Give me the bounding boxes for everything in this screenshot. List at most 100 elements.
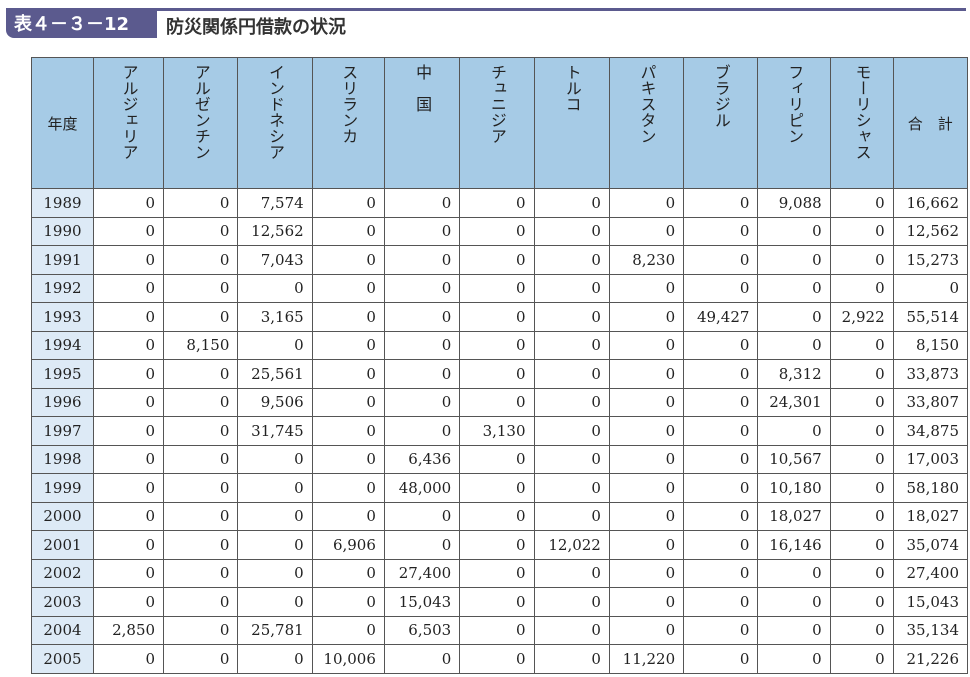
- table-row: 1994 0 8,150 0 0 0 0 0 0 0 0 0 8,150: [31, 330, 969, 360]
- amount-cell: 0: [311, 444, 385, 474]
- amount-cell: 0: [757, 330, 831, 360]
- amount-cell: 0: [608, 188, 685, 218]
- year-cell: 2004: [31, 615, 94, 645]
- amount-cell: 0: [92, 416, 165, 446]
- title-bar: 表４－３－12 防災関係円借款の状況: [6, 8, 966, 38]
- total-cell: 58,180: [892, 473, 969, 503]
- amount-cell: 8,230: [608, 245, 685, 275]
- amount-cell: 0: [163, 501, 239, 531]
- amount-cell: 0: [92, 216, 165, 246]
- amount-cell: 0: [92, 359, 165, 389]
- amount-cell: 9,088: [757, 188, 831, 218]
- amount-cell: 0: [92, 387, 165, 417]
- country-column-header: スリランカ: [311, 57, 385, 189]
- table-row: 1991 0 0 7,043 0 0 0 0 8,230 0 0 0 15,273: [31, 245, 969, 275]
- amount-cell: 0: [757, 615, 831, 645]
- total-cell: 12,562: [892, 216, 969, 246]
- amount-cell: 0: [757, 644, 831, 674]
- amount-cell: 6,503: [383, 615, 461, 645]
- total-cell: 35,074: [892, 530, 969, 560]
- amount-cell: 0: [533, 587, 610, 617]
- amount-cell: 0: [383, 188, 461, 218]
- amount-cell: 48,000: [383, 473, 461, 503]
- amount-cell: 0: [683, 245, 759, 275]
- amount-cell: 0: [459, 216, 535, 246]
- amount-cell: 0: [237, 330, 313, 360]
- amount-cell: 0: [92, 444, 165, 474]
- amount-cell: 0: [459, 188, 535, 218]
- amount-cell: 0: [459, 330, 535, 360]
- amount-cell: 0: [383, 530, 461, 560]
- amount-cell: 0: [383, 416, 461, 446]
- amount-cell: 0: [163, 587, 239, 617]
- amount-cell: 18,027: [757, 501, 831, 531]
- amount-cell: 6,436: [383, 444, 461, 474]
- total-cell: 27,400: [892, 558, 969, 588]
- amount-cell: 0: [683, 416, 759, 446]
- year-cell: 1989: [31, 188, 94, 218]
- amount-cell: 0: [459, 558, 535, 588]
- amount-cell: 0: [383, 387, 461, 417]
- amount-cell: 9,506: [237, 387, 313, 417]
- amount-cell: 0: [683, 558, 759, 588]
- amount-cell: 0: [383, 216, 461, 246]
- amount-cell: 0: [459, 273, 535, 303]
- total-cell: 18,027: [892, 501, 969, 531]
- amount-cell: 0: [829, 587, 894, 617]
- amount-cell: 0: [608, 558, 685, 588]
- total-cell: 34,875: [892, 416, 969, 446]
- amount-cell: 27,400: [383, 558, 461, 588]
- amount-cell: 11,220: [608, 644, 685, 674]
- country-header-label: アルゼンチン: [191, 64, 211, 160]
- country-column-header: インドネシア: [237, 57, 313, 189]
- amount-cell: 0: [237, 501, 313, 531]
- amount-cell: 0: [311, 359, 385, 389]
- country-header-label: パキスタン: [637, 64, 657, 144]
- country-column-header: フィリピン: [757, 57, 831, 189]
- amount-cell: 0: [829, 473, 894, 503]
- amount-cell: 0: [92, 330, 165, 360]
- amount-cell: 0: [533, 473, 610, 503]
- amount-cell: 0: [383, 302, 461, 332]
- table-body: 1989 0 0 7,574 0 0 0 0 0 0 9,088 0 16,662 1990 0 0 12,56…: [31, 188, 969, 674]
- amount-cell: 0: [829, 558, 894, 588]
- country-header-label: フィリピン: [785, 64, 805, 144]
- amount-cell: 7,043: [237, 245, 313, 275]
- amount-cell: 16,146: [757, 530, 831, 560]
- amount-cell: 0: [533, 188, 610, 218]
- amount-cell: 0: [237, 444, 313, 474]
- table-row: 2001 0 0 0 6,906 0 0 12,022 0 0 16,146 0 35,074: [31, 530, 969, 560]
- total-column-header: 合 計: [892, 57, 969, 189]
- country-header-label: ブラジル: [711, 64, 731, 128]
- amount-cell: 0: [311, 216, 385, 246]
- amount-cell: 0: [829, 216, 894, 246]
- country-header-label: インドネシア: [266, 64, 286, 160]
- year-cell: 1996: [31, 387, 94, 417]
- total-cell: 33,807: [892, 387, 969, 417]
- year-cell: 1999: [31, 473, 94, 503]
- amount-cell: 0: [92, 587, 165, 617]
- year-cell: 1992: [31, 273, 94, 303]
- amount-cell: 0: [92, 273, 165, 303]
- amount-cell: 0: [237, 530, 313, 560]
- amount-cell: 0: [459, 501, 535, 531]
- amount-cell: 0: [683, 216, 759, 246]
- amount-cell: 0: [683, 359, 759, 389]
- table-row: 1996 0 0 9,506 0 0 0 0 0 0 24,301 0 33,807: [31, 387, 969, 417]
- table-row: 2004 2,850 0 25,781 0 6,503 0 0 0 0 0 0 35,134: [31, 615, 969, 645]
- table-number-badge: 表４－３－12: [6, 11, 157, 38]
- amount-cell: 3,165: [237, 302, 313, 332]
- year-cell: 1998: [31, 444, 94, 474]
- amount-cell: 0: [757, 558, 831, 588]
- amount-cell: 0: [459, 302, 535, 332]
- total-header-label: 合 計: [907, 115, 953, 133]
- amount-cell: 0: [163, 302, 239, 332]
- total-cell: 8,150: [892, 330, 969, 360]
- amount-cell: 0: [608, 359, 685, 389]
- country-column-header: アルゼンチン: [163, 57, 239, 189]
- amount-cell: 0: [311, 416, 385, 446]
- amount-cell: 0: [163, 188, 239, 218]
- amount-cell: 0: [459, 530, 535, 560]
- amount-cell: 0: [163, 359, 239, 389]
- amount-cell: 0: [683, 587, 759, 617]
